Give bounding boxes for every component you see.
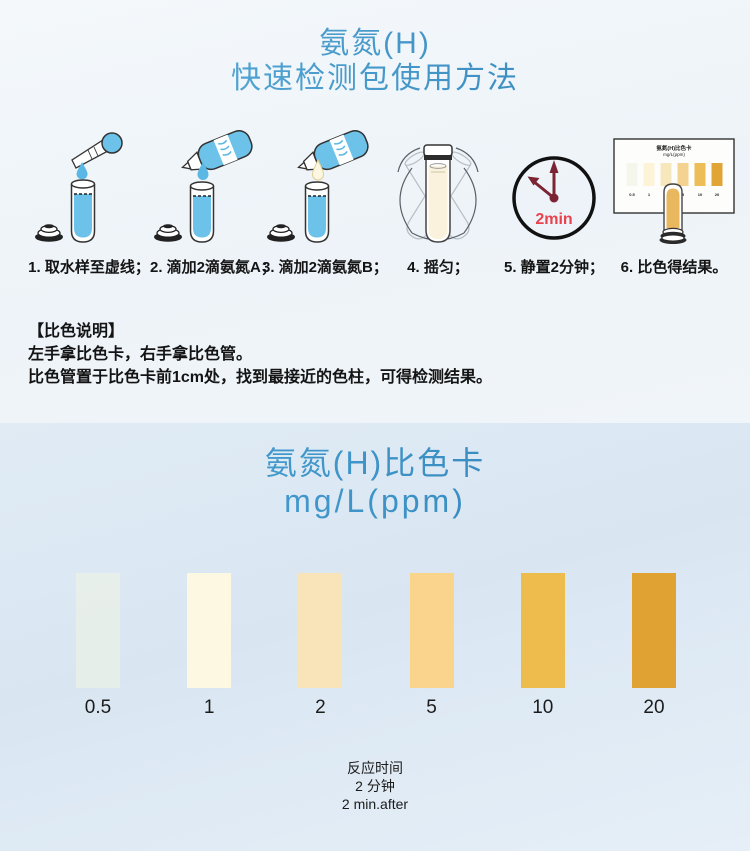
tube-cap-icon [154,224,182,242]
clock-label: 2min [535,211,572,228]
step-2-caption: 2. 滴加2滴氨氮A； [150,259,276,276]
notes-line1: 左手拿比色卡，右手拿比色管。 [28,346,253,363]
step-6: 氨氮(H)比色卡 mg/L(ppm) 0.5 1 2 5 10 20 6. 比 [608,130,740,277]
footer-line1: 反应时间 [347,760,403,776]
mini-card-title-line2: mg/L(ppm) [663,152,685,157]
step-1: 1. 取水样至虚线； [28,130,150,277]
step-1-caption: 1. 取水样至虚线； [28,259,150,276]
tube-cap-icon [35,224,63,242]
swatch-0.5: 0.5 [76,573,120,719]
mini-swatch [677,163,689,186]
notes-line2: 比色管置于比色卡前1cm处，找到最接近的色柱，可得检测结果。 [28,369,493,386]
swatch-1: 1 [187,573,232,719]
step-5-caption: 5. 静置2分钟； [503,259,605,276]
swatch-label: 0.5 [84,697,112,718]
page-title-line2: 快速检测包使用方法 [0,61,750,96]
swatch-color-block [187,573,232,688]
mini-swatch-label: 1 [648,192,651,197]
mini-swatch [711,163,723,186]
swatch-color-block [409,573,454,688]
color-comparison-notes: 【比色说明】 左手拿比色卡，右手拿比色管。 比色管置于比色卡前1cm处，找到最接… [28,320,492,389]
swatch-20: 20 [632,573,676,719]
mini-swatch-label: 5 [682,192,685,197]
mini-swatch-label: 20 [715,192,720,197]
mini-swatch-label: 10 [698,192,703,197]
color-card-section: 氨氮(H)比色卡 mg/L(ppm) 0.5 1 2 5 10 20 反应时间 2 分钟 … [0,423,750,851]
swatch-10: 10 [520,573,565,719]
color-card-title-line1: 氨氮(H)比色卡 [0,445,750,482]
step-4: 4. 摇匀； [384,130,492,277]
swatch-color-block [520,573,565,688]
swatch-label: 20 [643,697,665,718]
color-card-title-line2: mg/L(ppm) [0,483,750,520]
footer-line2: 2 分钟 [355,778,395,794]
mini-swatch-label: 0.5 [629,192,635,197]
swatch-label: 10 [532,697,554,718]
color-card-compare-icon: 氨氮(H)比色卡 mg/L(ppm) 0.5 1 2 5 10 20 [613,138,735,244]
shake-tube-icon [397,144,479,243]
swatch-label: 5 [426,697,437,718]
mini-swatch [660,163,672,186]
reagent-b-bottle-icon [267,130,369,243]
swatch-color-block [298,573,343,688]
swatch-2: 2 [298,573,343,719]
step-4-caption: 4. 摇匀； [407,259,469,276]
step-2: 2. 滴加2滴氨氮A； [150,130,276,277]
step-3-caption: 3. 滴加2滴氨氮B； [262,259,388,276]
result-tube-icon [659,183,687,244]
tube-cap-icon [267,224,295,242]
step-3: 3. 滴加2滴氨氮B； [262,130,388,277]
swatch-label: 2 [315,697,326,718]
footer-line3: 2 min.after [341,796,409,812]
mini-card-title-line1: 氨氮(H)比色卡 [656,144,692,152]
swatch-5: 5 [409,573,454,719]
swatch-color-block [76,573,120,688]
pipette-drop-tube-icon [35,132,123,243]
reaction-time-footer: 反应时间 2 分钟 2 min.after [0,759,750,813]
mini-swatch [643,163,655,186]
swatch-label: 1 [203,697,215,718]
notes-heading: 【比色说明】 [28,323,125,340]
swatch-row: 0.5 1 2 5 10 20 [0,423,750,851]
mini-swatch [694,163,706,186]
reagent-a-bottle-icon [154,130,253,243]
timer-clock-icon: 2min [512,156,596,240]
swatch-color-block [632,573,676,688]
mini-swatch [626,163,638,186]
instructions-section: 氨氮(H) 快速检测包使用方法 1. 取水样至虚线； [0,0,750,423]
page-title-line1: 氨氮(H) [0,26,750,61]
step-6-caption: 6. 比色得结果。 [620,259,728,276]
step-5: 2min 5. 静置2分钟； [496,130,612,277]
